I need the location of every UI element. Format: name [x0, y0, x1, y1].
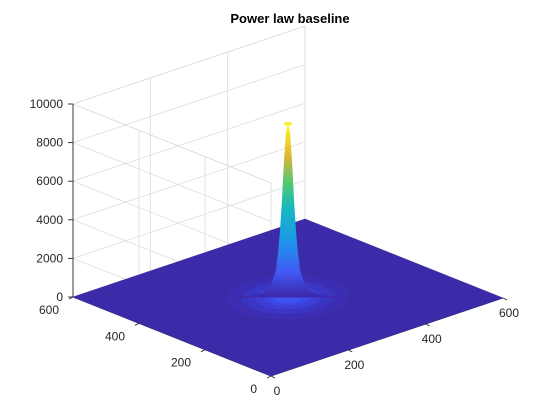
y-tick-label-0: 0: [250, 382, 257, 396]
wall-ymax-gridline-z-2: [72, 141, 306, 221]
x-tick-2: [425, 323, 430, 327]
x-tick-label-3: 600: [499, 306, 519, 320]
z-tick-label-5: 10000: [30, 97, 64, 111]
x-tick-label-1: 200: [344, 358, 364, 372]
wall-x0-gridline-z-5: [72, 103, 272, 184]
wall-ymax-gridline-z-4: [72, 64, 306, 143]
wall-ymax-gridline-z-3: [72, 102, 306, 182]
x-tick-3: [502, 297, 508, 301]
y-tick-2: [134, 322, 140, 326]
x-tick-0: [270, 375, 276, 379]
x-tick-1: [348, 349, 353, 353]
x-tick-label-0: 0: [274, 384, 281, 398]
surface-peak-body: [165, 123, 411, 298]
z-tick-label-3: 6000: [36, 174, 63, 188]
surface-floor: [72, 218, 504, 377]
surface-peak: [165, 122, 411, 298]
z-tick-label-0: 0: [56, 290, 63, 304]
y-tick-label-1: 200: [171, 356, 191, 370]
y-tick-1: [200, 349, 206, 353]
surface-peak-cap: [283, 122, 293, 126]
wall-ymax-gridline-z-1: [72, 180, 306, 259]
wall-x0-gridline-z-4: [72, 142, 272, 222]
chart-title: Power law baseline: [230, 11, 349, 26]
z-tick-label-4: 8000: [36, 136, 63, 150]
wall-ymax-gridline-z-5: [72, 25, 306, 105]
z-tick-label-1: 2000: [36, 251, 63, 265]
y-tick-0: [266, 375, 272, 379]
tick-labels: 0200400600020040060002000400060008000100…: [30, 97, 520, 398]
y-tick-label-3: 600: [39, 303, 59, 317]
z-tick-label-2: 4000: [36, 213, 63, 227]
y-tick-label-2: 400: [105, 329, 125, 343]
x-tick-label-2: 400: [422, 332, 442, 346]
